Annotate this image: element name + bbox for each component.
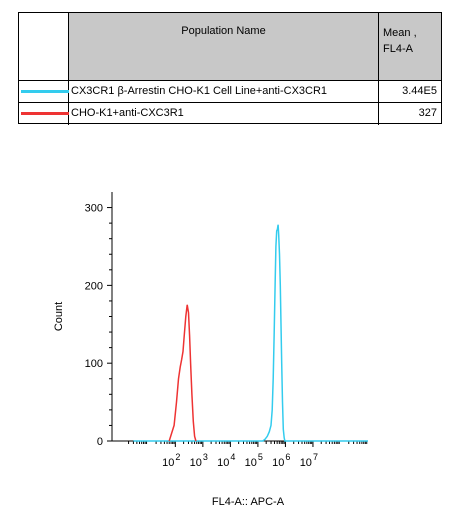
legend-row-2-name: CHO-K1+anti-CXC3R1 [69, 103, 379, 125]
x-tick-label-6: 10 [272, 457, 284, 469]
y-axis-title: Count [53, 302, 65, 331]
legend-row-2-mean: 327 [418, 107, 437, 119]
x-tick-label-5: 10 [245, 457, 257, 469]
legend-row-2-swatch [19, 103, 69, 125]
series-1-line [133, 224, 368, 442]
legend-row-1-mean: 3.44E5 [379, 81, 441, 103]
legend-header-mean-line2: FL4-A [383, 43, 413, 55]
legend-header-blank [19, 13, 69, 81]
legend-row-1-swatch [19, 81, 69, 103]
x-tick-exponent-5: 5 [258, 452, 263, 462]
x-tick-label-3: 10 [190, 457, 202, 469]
x-tick-label-7: 10 [300, 457, 312, 469]
legend-header-mean: Mean , FL4-A [379, 13, 441, 81]
legend-row-2-color-line [21, 112, 69, 115]
x-tick-label-2: 10 [162, 457, 174, 469]
y-tick-label-100: 100 [85, 358, 103, 370]
legend-header-population-name: Population Name [69, 13, 379, 81]
x-tick-label-4: 10 [217, 457, 229, 469]
x-tick-exponent-6: 6 [285, 452, 290, 462]
x-tick-exponent-3: 3 [203, 452, 208, 462]
y-tick-label-200: 200 [85, 280, 103, 292]
legend-header-mean-line1: Mean , [383, 27, 417, 39]
legend-row-1-name: CX3CR1 β-Arrestin CHO-K1 Cell Line+anti-… [69, 81, 379, 103]
y-tick-label-300: 300 [85, 203, 103, 215]
x-axis-title: FL4-A:: APC-A [212, 496, 285, 508]
x-tick-exponent-7: 7 [313, 452, 318, 462]
x-tick-exponent-4: 4 [230, 452, 235, 462]
series-2-line [168, 304, 197, 442]
legend-table: Population Name Mean , FL4-A CX3CR1 β-Ar… [18, 12, 442, 125]
legend-row-1-color-line [21, 90, 69, 93]
x-tick-exponent-2: 2 [175, 452, 180, 462]
y-tick-label-0: 0 [97, 436, 103, 448]
